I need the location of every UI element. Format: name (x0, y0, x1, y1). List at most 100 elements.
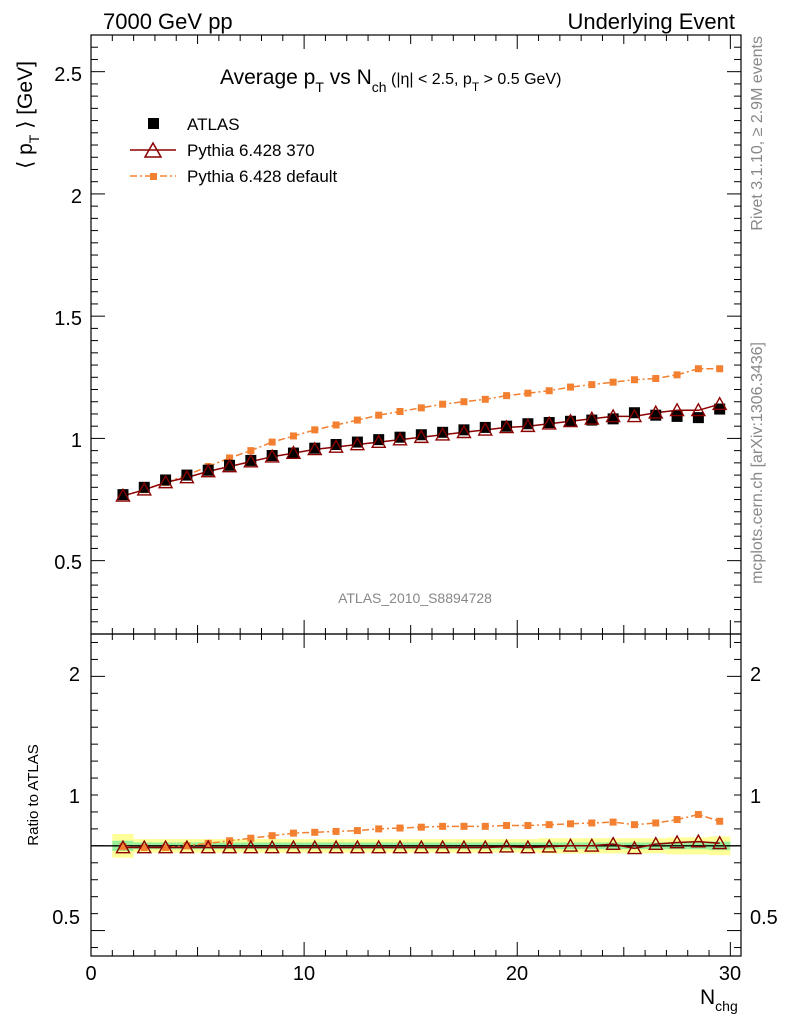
ratio-point-pythia-370 (115, 839, 131, 854)
ratio-point-pythia-370 (243, 839, 259, 854)
ratio-point-pythia-default (716, 817, 724, 825)
ratio-point-pythia-default (332, 827, 340, 835)
analysis-label: ATLAS_2010_S8894728 (338, 590, 492, 606)
ratio-series-markers (115, 810, 728, 855)
point-atlas (671, 410, 683, 422)
ratio-y-tick-labels: 0.5 1 2 0.5 1 2 (52, 664, 778, 929)
point-pythia-370 (136, 481, 152, 496)
point-pythia-default (481, 395, 489, 403)
point-pythia-370 (243, 453, 259, 468)
point-pythia-370 (669, 402, 685, 417)
x-tick-label: 20 (506, 963, 528, 985)
point-atlas (266, 450, 278, 462)
ratio-point-pythia-default (204, 839, 212, 847)
ratio-y-tick-label-left: 1 (69, 786, 80, 808)
ratio-point-pythia-default (268, 832, 276, 840)
point-pythia-default (545, 387, 553, 395)
ratio-point-pythia-default (567, 820, 575, 828)
ratio-y-tick-label-right: 0.5 (750, 907, 778, 929)
legend-pythia-default-marker (150, 173, 157, 180)
point-pythia-370 (157, 474, 174, 489)
point-pythia-370 (605, 408, 621, 423)
ratio-point-pythia-370 (648, 836, 664, 851)
point-atlas (351, 436, 363, 448)
legend-pythia-default-label: Pythia 6.428 default (187, 167, 338, 186)
ylabel-sub: T (26, 134, 42, 143)
point-pythia-370 (520, 418, 536, 433)
point-pythia-370 (179, 469, 195, 484)
point-pythia-370 (434, 426, 451, 441)
ratio-point-pythia-default (311, 828, 319, 836)
point-atlas (501, 420, 513, 432)
point-atlas (309, 442, 321, 454)
ratio-point-pythia-370 (392, 839, 408, 854)
point-pythia-370 (456, 424, 472, 439)
point-pythia-370 (477, 421, 493, 436)
point-atlas (437, 426, 449, 438)
x-tick-label: 0 (85, 963, 96, 985)
point-atlas (628, 407, 640, 419)
point-pythia-default (289, 432, 297, 440)
ratio-point-pythia-default (289, 829, 297, 837)
point-pythia-370 (371, 434, 387, 448)
ratio-point-pythia-370 (157, 839, 174, 854)
legend-atlas-marker (148, 118, 159, 129)
point-pythia-default (375, 411, 383, 419)
point-pythia-370 (413, 429, 430, 444)
x-axis-label: Nchg (700, 986, 738, 1014)
point-pythia-default (588, 381, 596, 389)
point-atlas (415, 429, 427, 441)
point-pythia-default (268, 438, 276, 446)
ratio-point-pythia-default (396, 824, 404, 832)
y-tick-label: 1.5 (54, 308, 82, 330)
ratio-y-tick-label-left: 2 (69, 664, 80, 686)
ratio-point-pythia-default (630, 821, 638, 829)
point-pythia-370 (498, 419, 515, 434)
point-atlas (394, 431, 406, 443)
ratio-point-pythia-default (353, 827, 361, 835)
point-atlas (522, 418, 534, 430)
x-tick-label: 30 (719, 963, 741, 985)
ratio-point-pythia-default (460, 822, 468, 830)
ratio-y-tick-label-right: 2 (750, 664, 761, 686)
ratio-point-pythia-370 (456, 839, 472, 854)
ratio-point-pythia-default (162, 844, 170, 852)
point-pythia-default (524, 389, 532, 397)
point-atlas (245, 454, 257, 466)
point-pythia-default (716, 365, 724, 373)
title-sub3: T (472, 80, 480, 94)
point-pythia-370 (264, 448, 280, 463)
y-tick-label: 0.5 (54, 552, 82, 574)
ratio-point-pythia-370 (285, 839, 302, 854)
point-pythia-default (247, 447, 255, 455)
ratio-point-pythia-370 (328, 839, 344, 854)
point-pythia-370 (690, 402, 707, 417)
ratio-y-tick-label-right: 1 (750, 786, 761, 808)
point-pythia-370 (328, 439, 344, 453)
ratio-point-pythia-370 (562, 837, 579, 852)
point-pythia-default (503, 392, 511, 400)
y-tick-label: 2 (71, 186, 82, 208)
ratio-point-pythia-370 (690, 833, 707, 848)
ratio-point-pythia-370 (541, 838, 557, 853)
ratio-point-pythia-default (481, 822, 489, 830)
point-atlas (650, 409, 662, 421)
ratio-point-pythia-370 (584, 837, 600, 852)
point-pythia-370 (349, 436, 366, 451)
legend-atlas-label: ATLAS (187, 115, 240, 134)
point-pythia-370 (584, 410, 600, 425)
point-pythia-default (652, 375, 660, 383)
ratio-point-pythia-default (183, 842, 191, 850)
ratio-point-pythia-default (439, 822, 447, 830)
title-sub2: ch (372, 79, 387, 95)
header-right: Underlying Event (567, 9, 735, 34)
point-pythia-default (396, 408, 404, 416)
ratio-point-pythia-370 (349, 839, 366, 854)
x-tick-labels: 0 10 20 30 (85, 963, 741, 985)
point-pythia-default (630, 376, 638, 384)
point-pythia-default (332, 421, 340, 429)
point-atlas (692, 412, 704, 424)
ratio-point-pythia-370 (264, 839, 280, 854)
ratio-point-pythia-default (545, 821, 553, 829)
ratio-point-pythia-default (652, 819, 660, 827)
